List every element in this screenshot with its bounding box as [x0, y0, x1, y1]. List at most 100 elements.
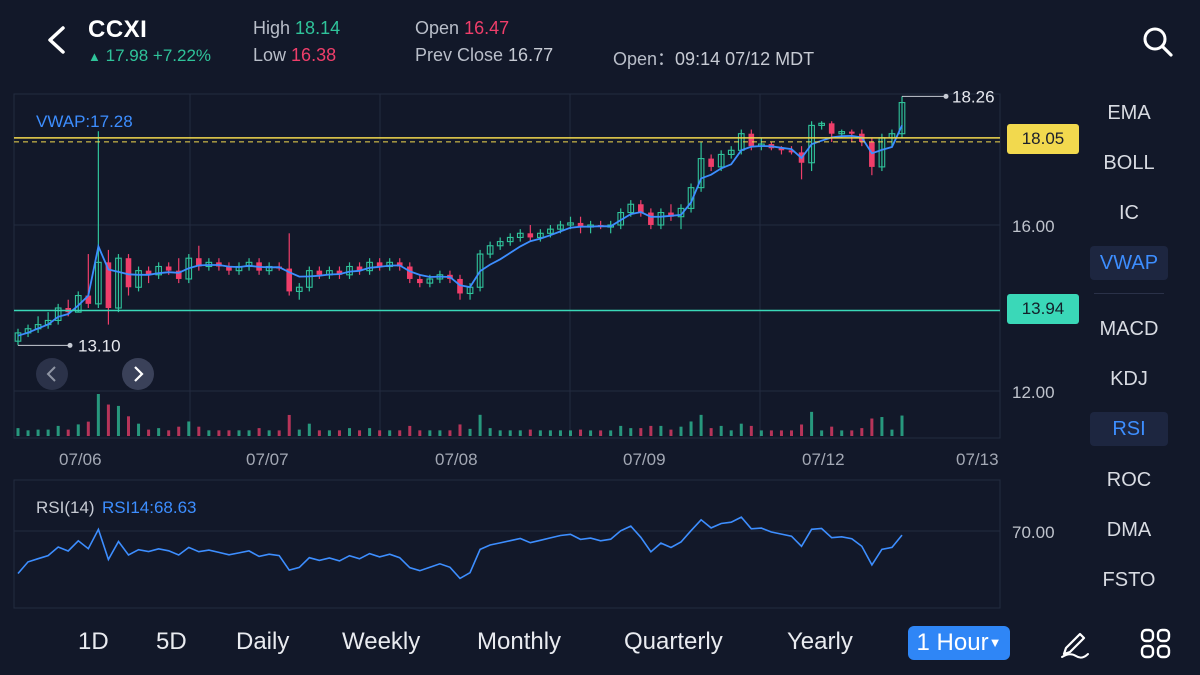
y-tick-16: 16.00 — [1012, 217, 1055, 236]
volume-bar — [579, 429, 583, 436]
volume-bar — [76, 424, 80, 436]
date-label: 07/12 — [802, 450, 845, 469]
volume-bar — [297, 429, 301, 436]
candle-body — [516, 232, 524, 239]
candle-body — [748, 133, 755, 147]
candle-body — [396, 262, 403, 267]
date-label: 07/09 — [623, 450, 666, 469]
candle-body — [54, 307, 62, 321]
volume-bar — [508, 430, 512, 436]
candle-body — [506, 236, 514, 243]
scroll-right-button[interactable] — [122, 358, 154, 390]
candle-body — [155, 265, 162, 276]
candle-body — [85, 295, 92, 304]
min-price-marker: 13.10 — [78, 336, 121, 355]
volume-bar — [368, 428, 372, 436]
candle-body — [175, 270, 182, 279]
period-quarterly[interactable]: Quarterly — [624, 628, 723, 655]
period-daily[interactable]: Daily — [236, 628, 290, 655]
candle-body — [486, 245, 494, 255]
rsi-chart[interactable]: RSI(14) RSI14:68.63 70.00 — [0, 478, 1090, 612]
candle-body — [336, 270, 343, 275]
indicator-dma[interactable]: DMA — [1106, 519, 1152, 541]
layout-grid-button[interactable] — [1138, 626, 1174, 662]
draw-tool-button[interactable] — [1056, 626, 1092, 662]
volume-bar — [769, 430, 773, 436]
volume-bar — [378, 430, 382, 436]
indicator-ic[interactable]: IC — [1119, 202, 1139, 224]
search-icon — [1143, 27, 1173, 57]
indicator-kdj[interactable]: KDJ — [1110, 368, 1148, 390]
period-5d[interactable]: 5D — [156, 628, 187, 655]
volume-bar — [689, 421, 693, 436]
volume-bar — [609, 430, 613, 436]
volume-bar — [438, 430, 442, 436]
volume-bar — [267, 430, 271, 436]
volume-bar — [217, 430, 221, 436]
period-yearly[interactable]: Yearly — [787, 628, 853, 655]
indicator-rsi[interactable]: RSI — [1090, 412, 1168, 446]
candle-body — [668, 212, 674, 217]
chevron-right-icon — [134, 366, 144, 382]
volume-bar — [749, 425, 753, 436]
market-open-value: 09:14 07/12 MDT — [675, 49, 815, 69]
period-1d[interactable]: 1D — [78, 628, 109, 655]
indicator-roc[interactable]: ROC — [1106, 469, 1152, 491]
volume-bar — [589, 430, 593, 436]
candle-body — [135, 270, 142, 288]
candle-body — [115, 257, 122, 309]
back-button[interactable] — [38, 20, 78, 60]
volume-bar — [147, 429, 151, 436]
volume-bar — [800, 424, 804, 436]
chevron-left-icon — [48, 26, 65, 54]
indicator-ema[interactable]: EMA — [1107, 102, 1151, 124]
candle-body — [557, 224, 564, 230]
volume-bar — [548, 430, 552, 436]
high-stat: High 18.14 — [253, 18, 340, 39]
volume-bar — [558, 430, 562, 436]
volume-bar — [398, 430, 402, 436]
volume-bar — [820, 430, 824, 436]
volume-bar — [649, 425, 653, 436]
candle-body — [828, 123, 835, 134]
candle-body — [848, 131, 855, 134]
period-monthly[interactable]: Monthly — [477, 628, 562, 655]
indicator-macd[interactable]: MACD — [1099, 318, 1159, 340]
candle-body — [476, 253, 484, 288]
period-weekly[interactable]: Weekly — [342, 628, 421, 655]
chart-grid — [13, 93, 1001, 439]
candle-body — [537, 232, 544, 239]
candle-body — [406, 266, 413, 279]
scroll-left-button[interactable] — [36, 358, 68, 390]
open-value: 16.47 — [464, 18, 510, 38]
volume-bar — [116, 405, 120, 436]
rsi-tick-70: 70.00 — [1012, 523, 1055, 542]
volume-bar — [830, 426, 834, 436]
indicator-fsto[interactable]: FSTO — [1102, 569, 1156, 591]
volume-bar — [287, 414, 291, 436]
pen-draw-icon — [1061, 632, 1089, 659]
period-1-hour-dropdown[interactable]: 1 Hour▼ — [908, 626, 1010, 660]
date-label: 07/06 — [59, 450, 102, 469]
volume-bar — [599, 430, 603, 436]
candle-body — [657, 212, 665, 226]
candle-body — [547, 228, 554, 234]
candlestick-chart[interactable]: 18.26 13.10 VWAP:17.28 16.00 12.00 — [0, 88, 1090, 448]
candle-body — [717, 153, 725, 168]
candle-body — [295, 286, 303, 292]
candle-body — [286, 268, 293, 292]
volume-bar — [86, 421, 90, 436]
indicator-vwap[interactable]: VWAP — [1090, 246, 1168, 280]
search-button[interactable] — [1138, 22, 1178, 62]
market-open-label: Open： — [613, 49, 676, 69]
candle-body — [426, 278, 434, 284]
candle-body — [708, 158, 714, 167]
volume-bar — [317, 430, 321, 436]
volume-bar — [538, 430, 542, 436]
candle-body — [165, 266, 172, 271]
caret-down-icon: ▼ — [988, 635, 1002, 650]
open-label: Open — [415, 18, 460, 38]
indicator-boll[interactable]: BOLL — [1103, 152, 1155, 174]
market-open-stat: Open：09:14 07/12 MDT — [613, 45, 814, 71]
last-price: 17.98 — [105, 46, 149, 65]
